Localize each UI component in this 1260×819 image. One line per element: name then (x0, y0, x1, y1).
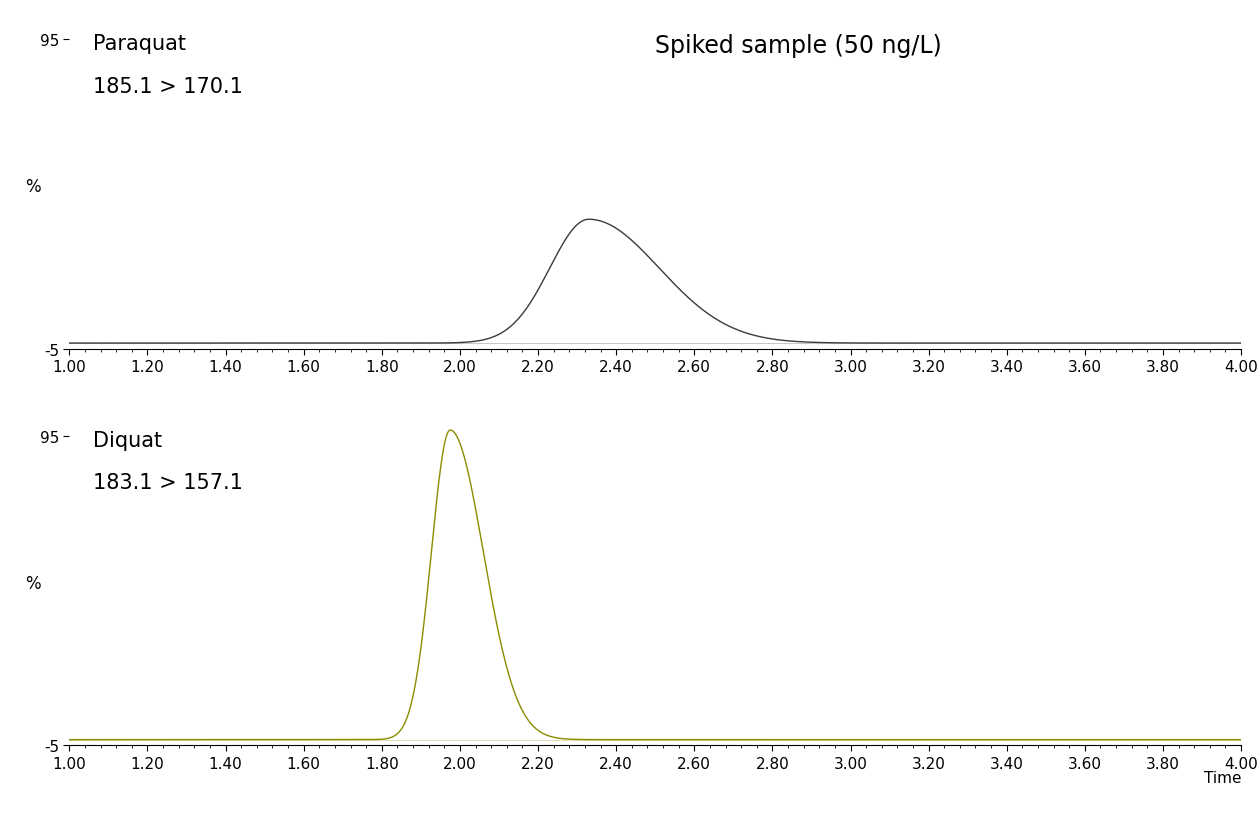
Text: Diquat: Diquat (93, 430, 161, 450)
Y-axis label: %: % (25, 574, 40, 592)
Y-axis label: %: % (25, 178, 40, 196)
Text: Paraquat: Paraquat (93, 34, 185, 54)
Text: 185.1 > 170.1: 185.1 > 170.1 (93, 76, 243, 97)
Text: Time: Time (1203, 770, 1241, 785)
Text: Spiked sample (50 ng/L): Spiked sample (50 ng/L) (655, 34, 942, 58)
Text: 183.1 > 157.1: 183.1 > 157.1 (93, 473, 243, 492)
